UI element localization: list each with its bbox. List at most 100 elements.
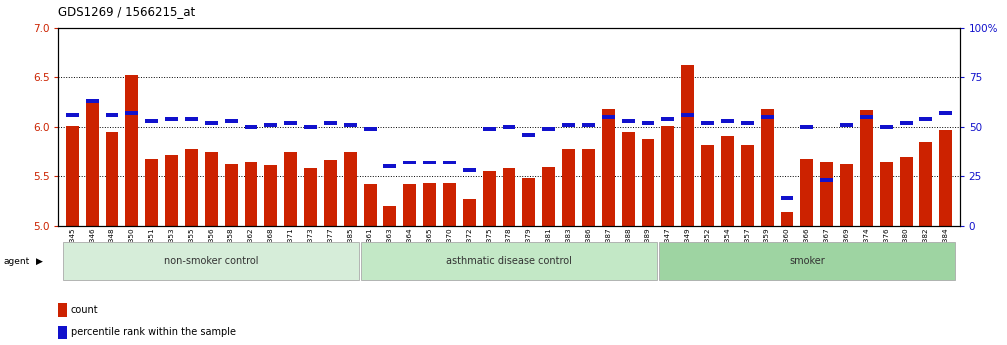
Bar bbox=[721, 119, 734, 123]
Bar bbox=[701, 121, 714, 125]
Bar bbox=[682, 113, 694, 117]
Bar bbox=[364, 184, 377, 226]
Text: non-smoker control: non-smoker control bbox=[164, 256, 259, 266]
Bar bbox=[940, 111, 953, 115]
Bar bbox=[225, 119, 238, 123]
Bar bbox=[364, 127, 377, 131]
Bar bbox=[641, 139, 655, 226]
Bar bbox=[443, 160, 456, 165]
Bar bbox=[343, 123, 356, 127]
Bar bbox=[304, 125, 317, 129]
Bar bbox=[265, 123, 277, 127]
Bar bbox=[502, 125, 516, 129]
Bar bbox=[423, 160, 436, 165]
Bar bbox=[482, 127, 495, 131]
Bar bbox=[58, 326, 67, 339]
Bar bbox=[621, 119, 634, 123]
Bar bbox=[165, 155, 178, 226]
Bar bbox=[204, 121, 218, 125]
Text: GDS1269 / 1566215_at: GDS1269 / 1566215_at bbox=[58, 5, 195, 18]
Bar bbox=[919, 142, 932, 226]
Bar bbox=[840, 165, 853, 226]
Bar bbox=[443, 183, 456, 226]
Bar bbox=[821, 161, 833, 226]
Bar bbox=[801, 159, 814, 226]
Bar bbox=[284, 121, 297, 125]
Bar bbox=[821, 178, 833, 182]
Bar bbox=[899, 121, 912, 125]
Bar bbox=[880, 161, 892, 226]
Bar bbox=[384, 206, 397, 226]
Bar bbox=[682, 65, 694, 226]
Text: smoker: smoker bbox=[788, 256, 825, 266]
Bar bbox=[860, 115, 873, 119]
Bar bbox=[145, 119, 158, 123]
Bar bbox=[58, 304, 67, 317]
Bar bbox=[659, 242, 955, 280]
Bar bbox=[562, 149, 575, 226]
Bar bbox=[265, 166, 277, 226]
Bar bbox=[463, 168, 475, 172]
Bar bbox=[165, 117, 178, 121]
Bar bbox=[801, 125, 814, 129]
Bar bbox=[701, 145, 714, 226]
Text: percentile rank within the sample: percentile rank within the sample bbox=[70, 327, 236, 337]
Bar bbox=[780, 196, 794, 200]
Bar bbox=[86, 100, 99, 226]
Bar bbox=[621, 132, 634, 226]
Bar bbox=[204, 151, 218, 226]
Bar bbox=[185, 149, 197, 226]
Bar bbox=[126, 111, 138, 115]
Text: agent: agent bbox=[3, 257, 29, 266]
Bar bbox=[384, 165, 397, 168]
Bar bbox=[860, 110, 873, 226]
Bar bbox=[880, 125, 892, 129]
Bar bbox=[324, 121, 336, 125]
Bar bbox=[543, 167, 555, 226]
Bar bbox=[482, 171, 495, 226]
Bar bbox=[106, 113, 119, 117]
Bar bbox=[662, 117, 675, 121]
Bar bbox=[919, 117, 932, 121]
Bar bbox=[582, 149, 595, 226]
Bar bbox=[284, 151, 297, 226]
Text: count: count bbox=[70, 305, 99, 315]
Bar bbox=[721, 136, 734, 226]
Bar bbox=[63, 242, 359, 280]
Bar bbox=[126, 75, 138, 226]
Text: asthmatic disease control: asthmatic disease control bbox=[446, 256, 572, 266]
Bar bbox=[840, 123, 853, 127]
Bar bbox=[343, 151, 356, 226]
Bar bbox=[225, 165, 238, 226]
Bar bbox=[304, 168, 317, 226]
Bar bbox=[760, 115, 773, 119]
Bar bbox=[602, 115, 614, 119]
Bar bbox=[362, 242, 657, 280]
Bar bbox=[760, 109, 773, 226]
Bar bbox=[641, 121, 655, 125]
Text: ▶: ▶ bbox=[36, 257, 43, 266]
Bar bbox=[523, 178, 536, 226]
Bar bbox=[602, 109, 614, 226]
Bar bbox=[65, 126, 79, 226]
Bar bbox=[582, 123, 595, 127]
Bar bbox=[65, 113, 79, 117]
Bar bbox=[324, 159, 336, 226]
Bar bbox=[106, 132, 119, 226]
Bar bbox=[940, 130, 953, 226]
Bar bbox=[899, 157, 912, 226]
Bar bbox=[245, 125, 258, 129]
Bar bbox=[423, 183, 436, 226]
Bar bbox=[780, 212, 794, 226]
Bar bbox=[562, 123, 575, 127]
Bar bbox=[245, 161, 258, 226]
Bar bbox=[145, 159, 158, 226]
Bar bbox=[86, 99, 99, 103]
Bar bbox=[543, 127, 555, 131]
Bar bbox=[404, 184, 416, 226]
Bar bbox=[523, 133, 536, 137]
Bar bbox=[741, 145, 753, 226]
Bar bbox=[741, 121, 753, 125]
Bar bbox=[502, 168, 516, 226]
Bar bbox=[662, 126, 675, 226]
